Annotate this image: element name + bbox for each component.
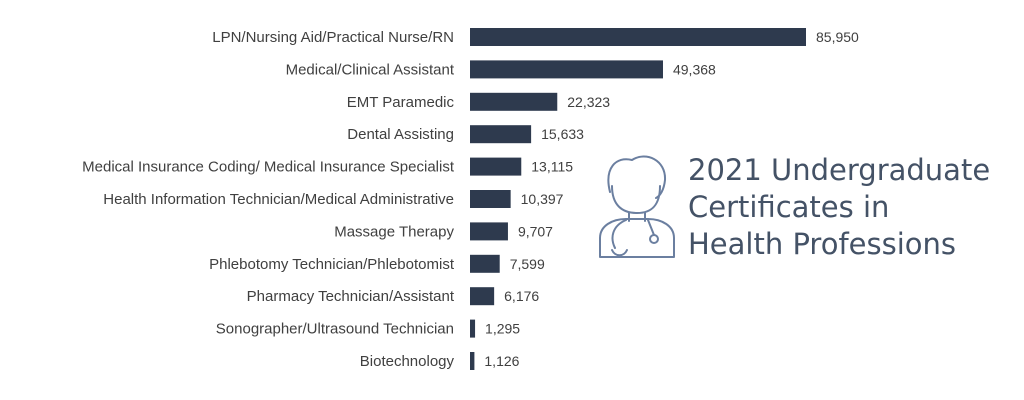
value-label: 9,707: [518, 223, 553, 239]
bar: [470, 352, 475, 370]
stethoscope-icon: [611, 219, 655, 257]
bar: [470, 125, 532, 144]
value-label: 15,633: [541, 126, 584, 142]
value-label: 85,950: [816, 29, 859, 45]
category-label: LPN/Nursing Aid/Practical Nurse/RN: [212, 29, 454, 46]
category-label: Phlebotomy Technician/Phlebotomist: [209, 256, 455, 273]
bar: [470, 287, 495, 306]
value-label: 7,599: [510, 256, 545, 272]
value-label: 10,397: [521, 191, 564, 207]
category-label: Sonographer/Ultrasound Technician: [216, 321, 454, 338]
face-outline: [611, 185, 661, 214]
category-label: Dental Assisting: [347, 126, 454, 143]
category-label: Biotechnology: [360, 353, 455, 370]
category-label: Health Information Technician/Medical Ad…: [103, 191, 454, 208]
bars-layer: LPN/Nursing Aid/Practical Nurse/RN 85,950…: [82, 28, 859, 370]
bar: [470, 60, 663, 79]
category-label: Medical/Clinical Assistant: [286, 61, 455, 78]
category-label: Pharmacy Technician/Assistant: [247, 288, 455, 305]
body-outline: [599, 218, 675, 258]
healthcare-worker-icon: [599, 155, 675, 258]
bar: [470, 222, 508, 241]
chart-title-line-1: 2021 Undergraduate: [688, 153, 990, 187]
chart-title-line-3: Health Professions: [688, 227, 956, 261]
category-label: Massage Therapy: [334, 223, 454, 240]
hair-outline: [607, 155, 667, 199]
chart-title-line-2: Certificates in: [688, 190, 889, 224]
bar: [470, 254, 500, 273]
category-label: EMT Paramedic: [347, 94, 455, 111]
bar: [470, 157, 522, 176]
bar: [470, 92, 558, 111]
stethoscope-head: [649, 234, 659, 244]
value-label: 1,126: [484, 353, 519, 369]
bar: [470, 28, 806, 46]
value-label: 1,295: [485, 321, 520, 337]
value-label: 6,176: [504, 288, 539, 304]
value-label: 13,115: [531, 159, 573, 175]
bar: [470, 190, 511, 208]
value-label: 49,368: [673, 61, 716, 77]
value-label: 22,323: [567, 94, 610, 110]
category-label: Medical Insurance Coding/ Medical Insura…: [82, 159, 455, 176]
bar: [470, 319, 476, 338]
